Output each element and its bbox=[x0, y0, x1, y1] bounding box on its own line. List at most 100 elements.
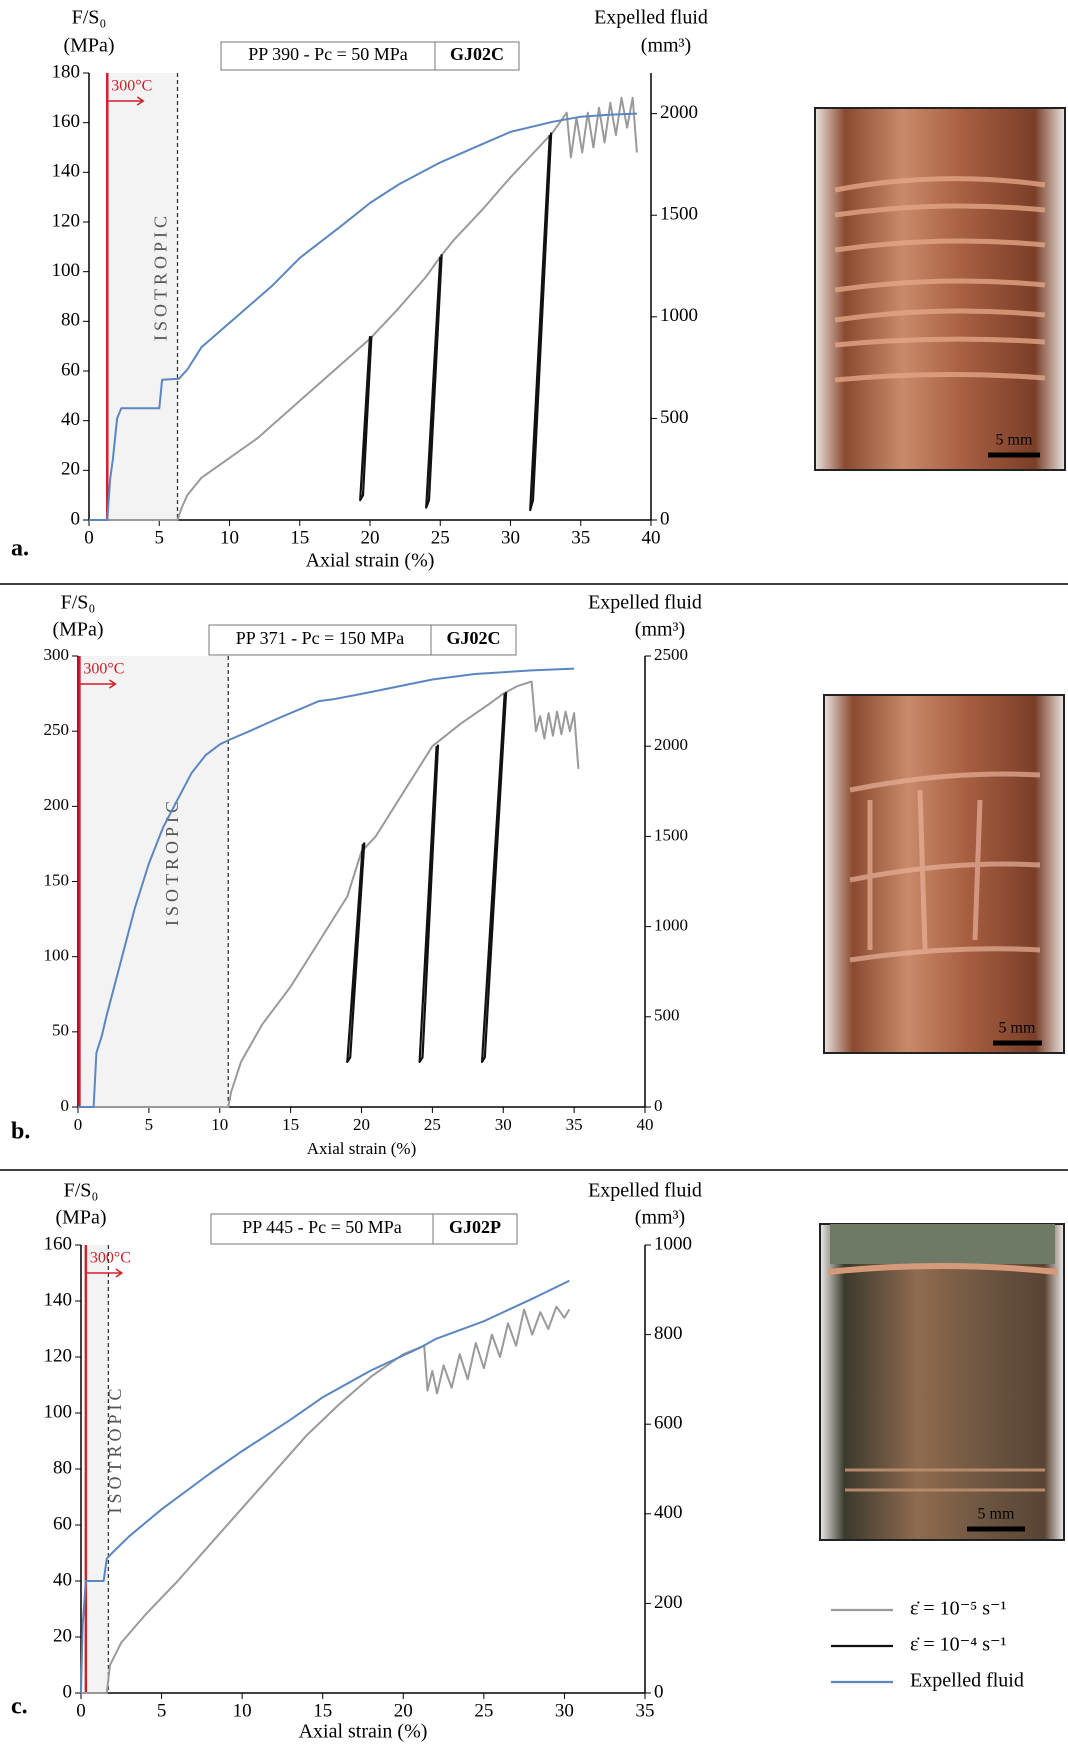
y-tick-label: 140 bbox=[52, 161, 81, 182]
x-tick-label: 10 bbox=[233, 1700, 252, 1721]
y2-tick-label: 500 bbox=[654, 1006, 680, 1025]
y2-tick-label: 600 bbox=[654, 1413, 683, 1434]
y-tick-label: 0 bbox=[71, 508, 81, 529]
y2-axis-label: (mm³) bbox=[635, 619, 685, 641]
x-tick-label: 30 bbox=[495, 1115, 512, 1134]
series-line bbox=[78, 680, 580, 1108]
sample-label: GJ02C bbox=[450, 44, 504, 64]
x-tick-label: 25 bbox=[474, 1700, 493, 1721]
x-tick-label: 15 bbox=[313, 1700, 332, 1721]
y-tick-label: 80 bbox=[61, 310, 80, 331]
photo: 5 mm bbox=[814, 107, 1066, 471]
y-tick-label: 120 bbox=[52, 210, 81, 231]
x-tick-label: 0 bbox=[74, 1115, 83, 1134]
x-tick-label: 25 bbox=[424, 1115, 441, 1134]
series-line bbox=[78, 667, 575, 1108]
y2-axis-label: (mm³) bbox=[641, 35, 691, 57]
heating-arrow bbox=[85, 1268, 124, 1278]
y-tick-label: 160 bbox=[44, 1233, 73, 1254]
y2-tick-label: 0 bbox=[654, 1096, 663, 1115]
y2-axis-label: Expelled fluid bbox=[588, 592, 702, 614]
isotropic-region bbox=[79, 656, 229, 1107]
y-tick-label: 100 bbox=[52, 260, 81, 281]
photo: 5 mm bbox=[819, 1223, 1065, 1541]
series-line bbox=[359, 336, 373, 502]
y2-tick-label: 2000 bbox=[654, 735, 688, 754]
sample-label: GJ02P bbox=[449, 1217, 501, 1237]
label-box bbox=[210, 1213, 518, 1245]
legend-label: Expelled fluid bbox=[910, 1670, 1024, 1692]
x-tick-label: 35 bbox=[566, 1115, 583, 1134]
isotropic-label: ISOTROPIC bbox=[162, 797, 182, 926]
y-tick-label: 40 bbox=[53, 1569, 72, 1590]
isotropic-region bbox=[107, 73, 178, 520]
heating-label: 300°C bbox=[83, 661, 124, 678]
test-label: PP 371 - Pc = 150 MPa bbox=[236, 628, 405, 648]
x-tick-label: 25 bbox=[431, 527, 450, 548]
y-tick-label: 40 bbox=[61, 409, 80, 430]
x-tick-label: 30 bbox=[555, 1700, 574, 1721]
series-line bbox=[529, 132, 553, 512]
y2-tick-label: 200 bbox=[654, 1592, 683, 1613]
y2-tick-label: 2000 bbox=[660, 102, 698, 123]
x-tick-label: 35 bbox=[636, 1700, 655, 1721]
series-line bbox=[418, 744, 440, 1063]
scale-bar-label: 5 mm bbox=[996, 432, 1033, 449]
series-line bbox=[346, 842, 366, 1063]
y-tick-label: 80 bbox=[53, 1457, 72, 1478]
x-axis-label: Axial strain (%) bbox=[307, 1139, 417, 1158]
heating-arrow bbox=[79, 679, 117, 689]
heating-label: 300°C bbox=[111, 78, 152, 95]
y2-tick-label: 800 bbox=[654, 1323, 683, 1344]
x-tick-label: 20 bbox=[353, 1115, 370, 1134]
scale-bar-label: 5 mm bbox=[978, 1506, 1015, 1523]
y-tick-label: 140 bbox=[44, 1289, 73, 1310]
panel-label: b. bbox=[11, 1119, 30, 1145]
y2-tick-label: 0 bbox=[654, 1681, 664, 1702]
isotropic-label: ISOTROPIC bbox=[105, 1384, 125, 1513]
y-tick-label: 20 bbox=[53, 1625, 72, 1646]
y2-tick-label: 2500 bbox=[654, 645, 688, 664]
panel-label: c. bbox=[11, 1694, 28, 1720]
heating-arrow bbox=[107, 96, 145, 106]
y-tick-label: 250 bbox=[44, 720, 70, 739]
y-tick-label: 0 bbox=[61, 1096, 70, 1115]
y2-tick-label: 1500 bbox=[654, 825, 688, 844]
isotropic-label: ISOTROPIC bbox=[151, 212, 171, 341]
series-line bbox=[480, 692, 508, 1063]
series-line bbox=[89, 112, 637, 521]
y-tick-label: 0 bbox=[63, 1681, 73, 1702]
series-line bbox=[81, 1305, 571, 1694]
series-line bbox=[80, 1279, 570, 1694]
chart: ISOTROPIC0204060801001201401601800500100… bbox=[11, 7, 708, 572]
y-tick-label: 50 bbox=[52, 1021, 69, 1040]
y-tick-label: 180 bbox=[52, 61, 81, 82]
y-axis-label: (MPa) bbox=[55, 1207, 106, 1229]
label-box bbox=[220, 41, 520, 71]
heating-label: 300°C bbox=[90, 1250, 131, 1267]
photo: 5 mm bbox=[823, 694, 1065, 1054]
y2-axis-label: Expelled fluid bbox=[594, 7, 708, 29]
y2-tick-label: 0 bbox=[660, 508, 670, 529]
y-axis-label: F/S₀ bbox=[72, 7, 107, 29]
x-tick-label: 20 bbox=[394, 1700, 413, 1721]
x-axis-label: Axial strain (%) bbox=[299, 1721, 428, 1743]
y2-axis-label: Expelled fluid bbox=[588, 1180, 702, 1202]
x-axis-label: Axial strain (%) bbox=[306, 550, 435, 572]
x-tick-label: 35 bbox=[571, 527, 590, 548]
y-tick-label: 60 bbox=[61, 359, 80, 380]
label-box bbox=[208, 624, 517, 656]
y-tick-label: 60 bbox=[53, 1513, 72, 1534]
legend-label: ε̇ = 10⁻⁴ s⁻¹ bbox=[910, 1634, 1007, 1656]
x-tick-label: 0 bbox=[76, 1700, 86, 1721]
x-tick-label: 5 bbox=[155, 527, 165, 548]
y2-tick-label: 500 bbox=[660, 407, 689, 428]
x-tick-label: 5 bbox=[157, 1700, 167, 1721]
y-tick-label: 200 bbox=[44, 795, 70, 814]
x-tick-label: 10 bbox=[220, 527, 239, 548]
legend-label: ε̇ = 10⁻⁵ s⁻¹ bbox=[910, 1598, 1007, 1620]
x-tick-label: 10 bbox=[211, 1115, 228, 1134]
y-tick-label: 150 bbox=[44, 870, 70, 889]
y2-tick-label: 400 bbox=[654, 1502, 683, 1523]
y2-tick-label: 1000 bbox=[660, 305, 698, 326]
